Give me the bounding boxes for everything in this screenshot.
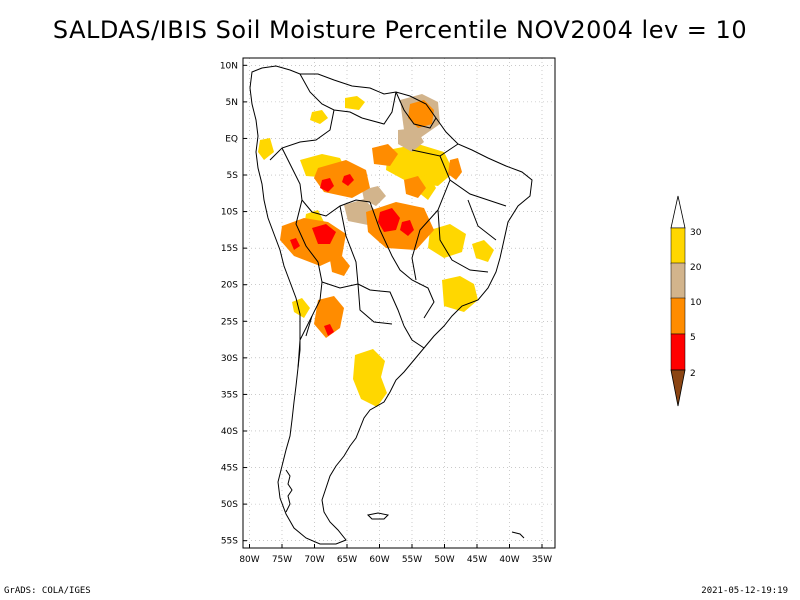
lon-label: 70W bbox=[304, 555, 324, 565]
legend-label: 10 bbox=[690, 298, 702, 308]
color-legend: 2 5 10 20 30 bbox=[670, 195, 702, 407]
map-title: SALDAS/IBIS Soil Moisture Percentile NOV… bbox=[52, 16, 748, 44]
percentile-shading bbox=[258, 94, 494, 407]
lon-label: 50W bbox=[434, 555, 454, 565]
lat-label: 50S bbox=[221, 500, 238, 510]
axis-ticks bbox=[243, 64, 543, 548]
legend-10-20 bbox=[670, 262, 686, 300]
legend-label: 30 bbox=[690, 228, 702, 238]
latitude-labels: 10N 5N EQ 5S 10S 15S 20S 25S 30S 35S 40S 45S 50S 55S bbox=[220, 61, 238, 546]
lon-label: 60W bbox=[369, 555, 389, 565]
lon-label: 75W bbox=[272, 555, 292, 565]
lat-label: EQ bbox=[225, 134, 238, 144]
lat-label: 10N bbox=[220, 61, 238, 71]
map-frame bbox=[242, 57, 556, 549]
footer-credit: GrADS: COLA/IGES bbox=[4, 586, 91, 596]
legend-label: 20 bbox=[690, 263, 702, 273]
lat-label: 10S bbox=[221, 208, 238, 218]
lat-label: 35S bbox=[221, 390, 238, 400]
lat-label: 15S bbox=[221, 244, 238, 254]
lon-label: 80W bbox=[239, 555, 259, 565]
legend-5-10 bbox=[670, 297, 686, 335]
legend-below-2 bbox=[670, 369, 686, 407]
lon-label: 40W bbox=[499, 555, 519, 565]
lat-label: 40S bbox=[221, 427, 238, 437]
legend-2-5 bbox=[670, 333, 686, 371]
lat-label: 45S bbox=[221, 464, 238, 474]
lon-label: 35W bbox=[532, 555, 552, 565]
lat-label: 30S bbox=[221, 354, 238, 364]
lon-label: 45W bbox=[467, 555, 487, 565]
lat-label: 55S bbox=[221, 537, 238, 547]
longitude-labels: 80W 75W 70W 65W 60W 55W 50W 45W 40W 35W bbox=[239, 555, 552, 565]
lon-label: 55W bbox=[402, 555, 422, 565]
lat-label: 20S bbox=[221, 281, 238, 291]
lon-label: 65W bbox=[337, 555, 357, 565]
lat-label: 25S bbox=[221, 317, 238, 327]
lat-label: 5N bbox=[226, 98, 238, 108]
footer-timestamp: 2021-05-12-19:19 bbox=[701, 586, 788, 596]
islands bbox=[285, 469, 525, 539]
legend-20-30 bbox=[670, 227, 686, 265]
lat-label: 5S bbox=[227, 171, 239, 181]
legend-label: 2 bbox=[690, 369, 696, 379]
legend-label: 5 bbox=[690, 333, 696, 343]
legend-above-30 bbox=[670, 195, 686, 229]
coastline bbox=[249, 65, 533, 545]
